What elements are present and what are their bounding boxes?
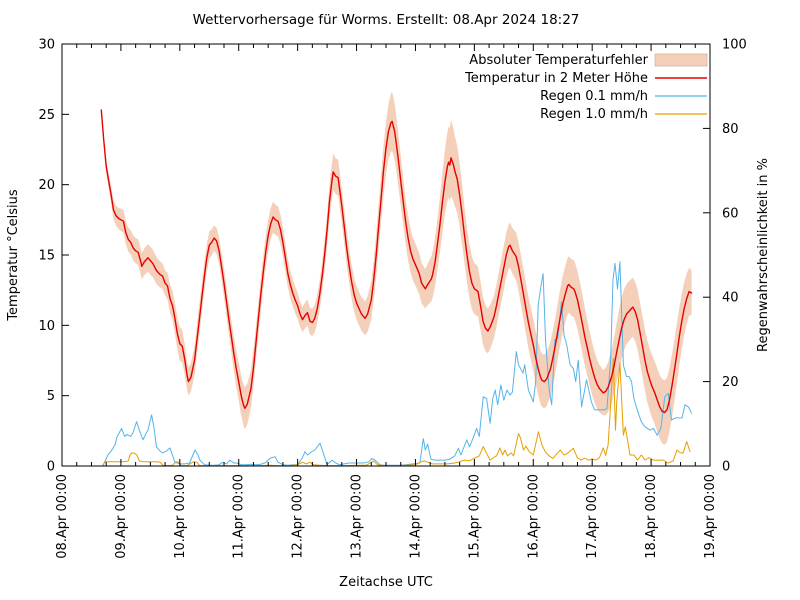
x-tick-label: 18.Apr 00:00 <box>644 474 659 559</box>
x-tick-label: 19.Apr 00:00 <box>703 474 718 559</box>
y-tick-label-right: 60 <box>722 206 739 221</box>
tick-marks <box>61 43 711 467</box>
y-axis-label-left: Temperatur °Celsius <box>6 189 21 322</box>
x-tick-label: 17.Apr 00:00 <box>585 474 600 559</box>
y-tick-label-left: 20 <box>38 178 55 193</box>
x-tick-label: 14.Apr 00:00 <box>408 474 423 559</box>
legend-label: Regen 0.1 mm/h <box>540 89 648 104</box>
x-tick-label: 16.Apr 00:00 <box>526 474 541 559</box>
y-tick-label-left: 5 <box>47 389 55 404</box>
temperature-line <box>100 109 693 414</box>
x-tick-label: 09.Apr 00:00 <box>114 474 129 559</box>
y-tick-label-left: 25 <box>38 108 55 123</box>
y-tick-label-right: 40 <box>722 291 739 306</box>
temperature-error-band <box>101 91 692 445</box>
x-tick-label: 15.Apr 00:00 <box>467 474 482 559</box>
y-tick-label-left: 15 <box>38 249 55 264</box>
y-tick-label-right: 0 <box>722 460 730 475</box>
x-axis-label: Zeitachse UTC <box>339 575 433 590</box>
y-tick-label-left: 10 <box>38 319 55 334</box>
x-tick-label: 10.Apr 00:00 <box>173 474 188 559</box>
rain-01mm-line <box>102 261 693 467</box>
legend-band-swatch <box>654 53 708 67</box>
y-tick-label-right: 80 <box>722 122 739 137</box>
y-tick-label-right: 20 <box>722 375 739 390</box>
rain-10mm-line <box>102 357 691 467</box>
legend-label: Absoluter Temperaturfehler <box>469 53 648 68</box>
y-tick-label-left: 0 <box>47 460 55 475</box>
x-tick-label: 13.Apr 00:00 <box>350 474 365 559</box>
x-tick-label: 11.Apr 00:00 <box>232 474 247 559</box>
y-tick-label-right: 100 <box>722 38 747 53</box>
legend-label: Temperatur in 2 Meter Höhe <box>464 71 648 86</box>
x-tick-label: 12.Apr 00:00 <box>291 474 306 559</box>
chart-title: Wettervorhersage für Worms. Erstellt: 08… <box>193 12 580 28</box>
legend <box>654 53 708 115</box>
x-tick-label: 08.Apr 00:00 <box>55 474 70 559</box>
y-tick-label-left: 30 <box>38 38 55 53</box>
legend-label: Regen 1.0 mm/h <box>540 107 648 122</box>
y-axis-label-right: Regenwahrscheinlichkeit in % <box>756 158 771 352</box>
